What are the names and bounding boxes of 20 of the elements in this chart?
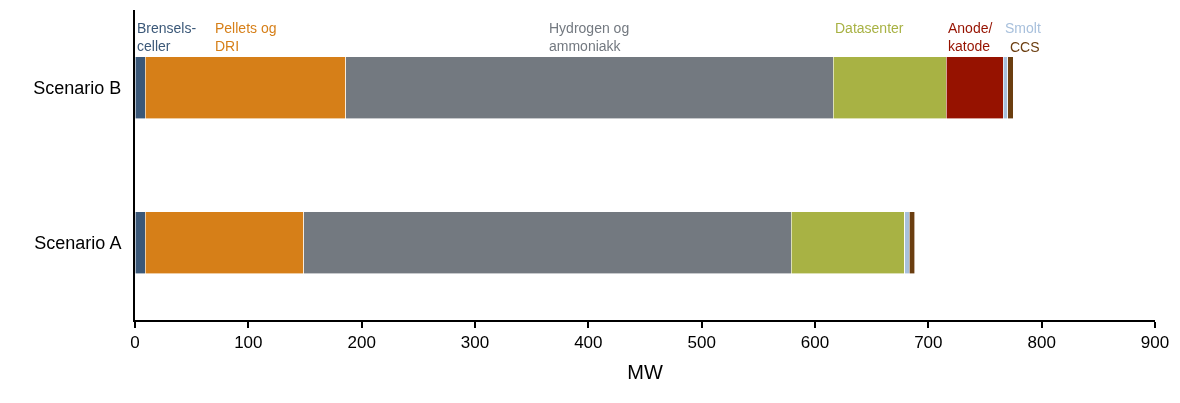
y-tick-label: Scenario B: [33, 77, 122, 98]
series-label: Anode/ katode: [948, 20, 993, 55]
x-tick-label: 700: [914, 333, 943, 353]
x-tick-label: 300: [460, 333, 490, 353]
x-tick-label: 800: [1027, 333, 1056, 353]
x-tick-label: 0: [130, 333, 140, 353]
x-axis-title: MW: [627, 361, 663, 384]
x-tick-label: 100: [234, 333, 263, 353]
x-tick-label: 600: [800, 333, 830, 353]
series-label: Datasenter: [835, 20, 904, 36]
y-tick-label: Scenario A: [34, 232, 122, 253]
x-tick-label: 400: [574, 333, 603, 353]
series-label: Pellets og DRI: [215, 20, 277, 55]
x-tick-label: 500: [687, 333, 716, 353]
series-label: Hydrogen og ammoniakk: [549, 20, 630, 55]
x-tick-label: 200: [347, 333, 376, 353]
series-label: Smolt: [1005, 20, 1041, 36]
series-label: Brensels- celler: [137, 20, 197, 55]
series-label: CCS: [1010, 39, 1040, 55]
x-tick-label: 900: [1140, 333, 1170, 353]
